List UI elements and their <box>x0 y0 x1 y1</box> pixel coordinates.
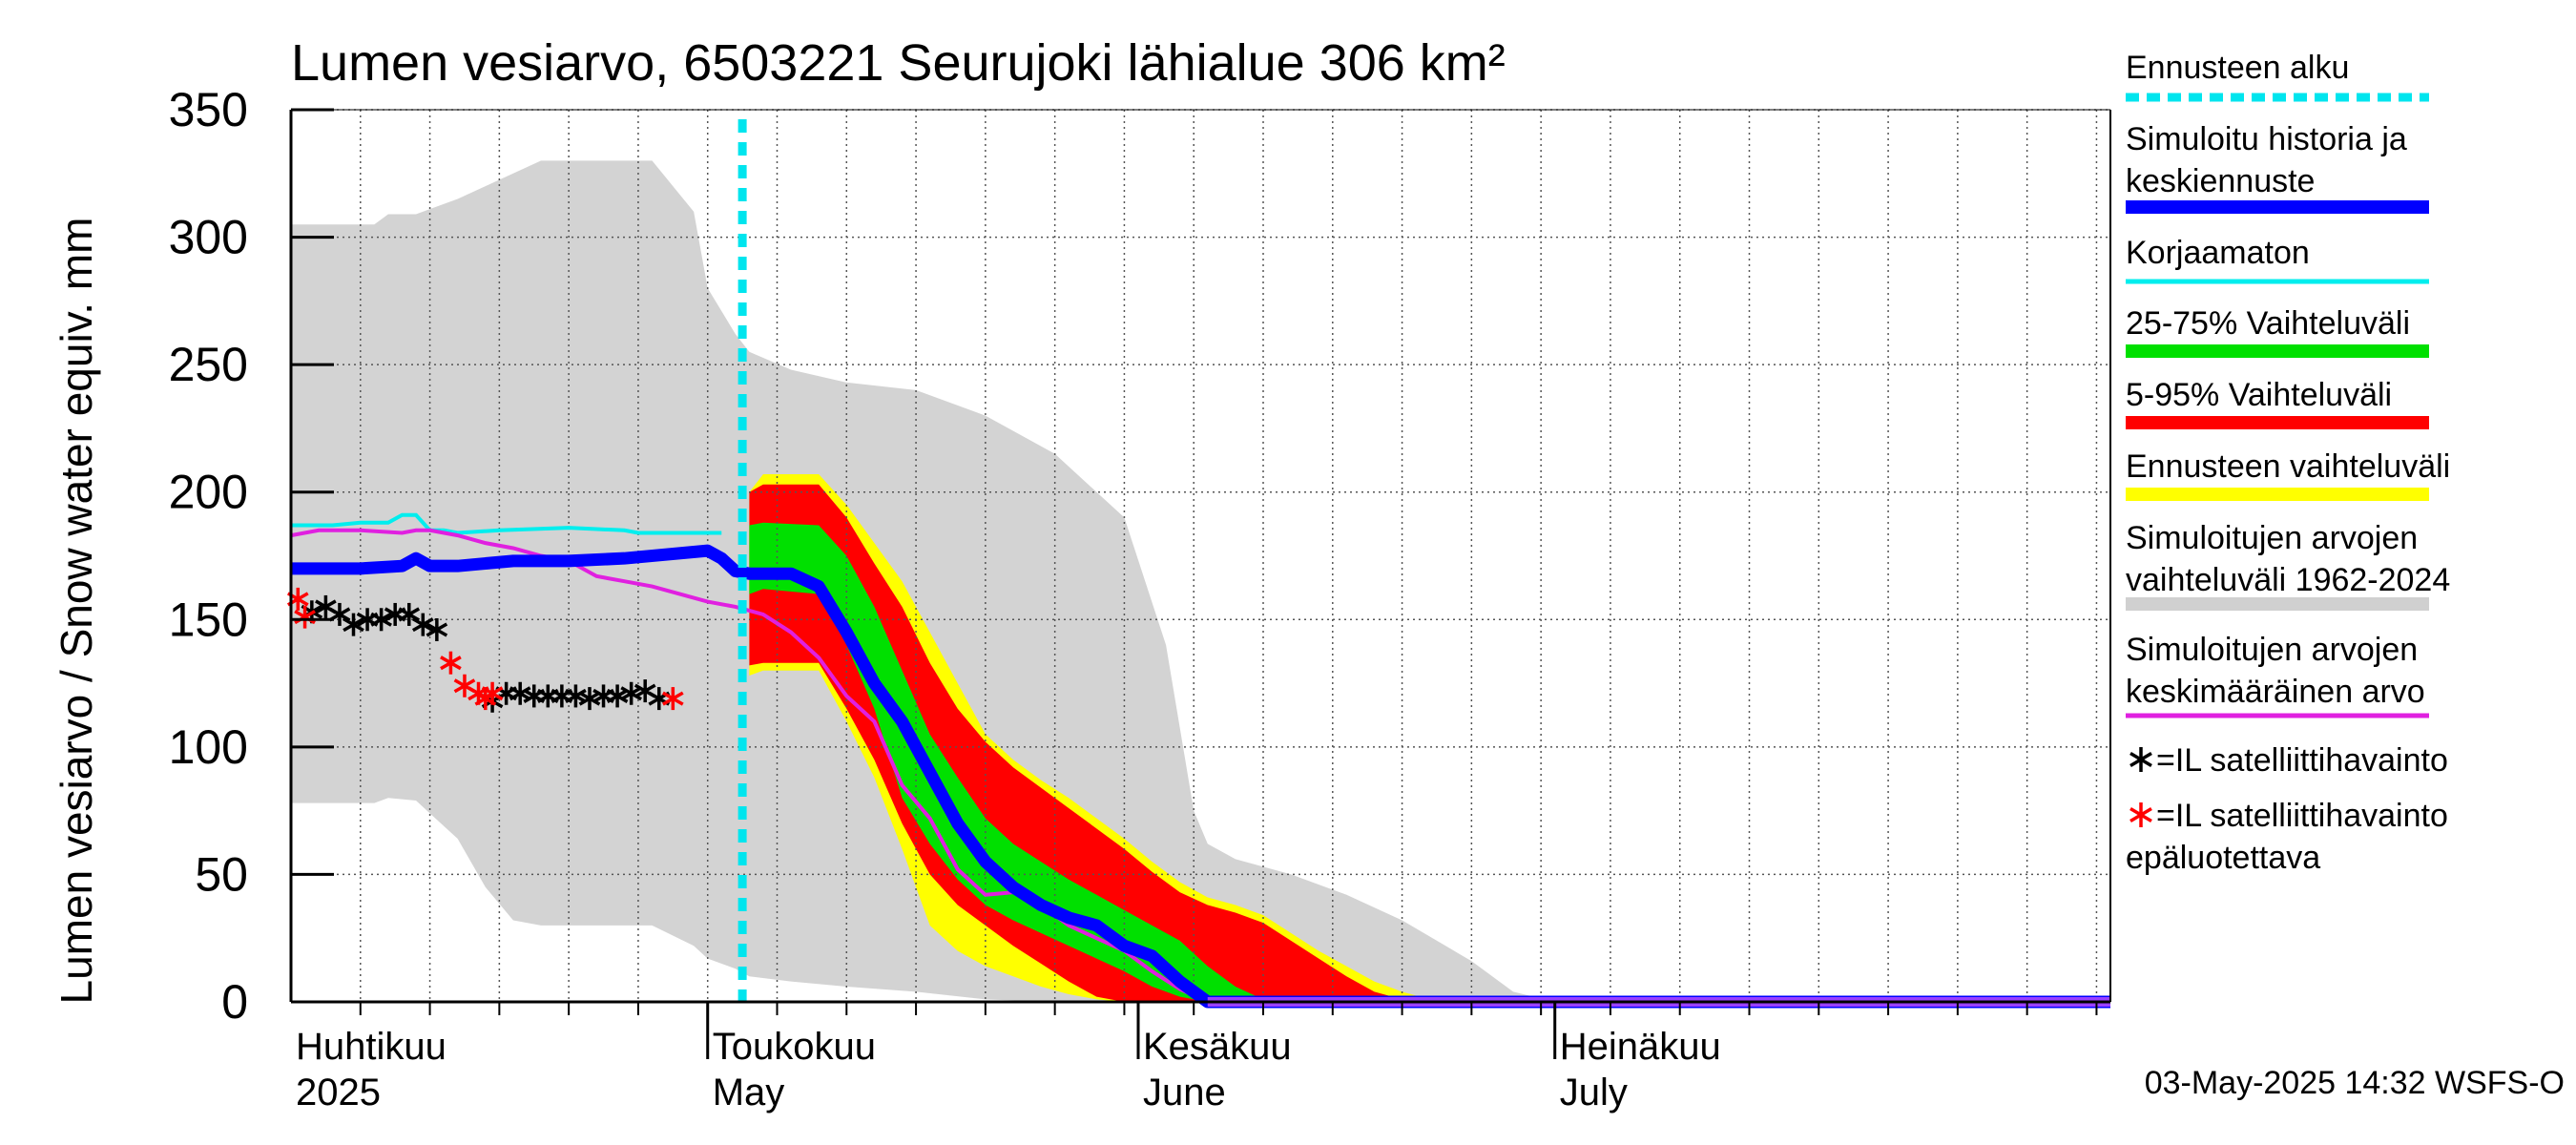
legend-label: Simuloitu historia ja <box>2126 121 2407 157</box>
sat-obs-point <box>509 681 531 705</box>
sat-obs-point-stroke <box>620 686 642 701</box>
sat-obs-point-stroke <box>343 617 364 633</box>
sat-obs-point <box>426 617 448 641</box>
legend-label: =IL satelliittihavainto <box>2156 798 2448 834</box>
y-axis-label: Lumen vesiarvo / Snow water equiv. mm <box>52 218 101 1005</box>
timestamp: 03-May-2025 14:32 WSFS-O <box>2145 1065 2565 1101</box>
x-month-sublabel: May <box>713 1072 785 1114</box>
sat-obs-unreliable-point-stroke <box>440 656 462 671</box>
legend-label: Simuloitujen arvojen <box>2126 632 2418 668</box>
sat-obs-unreliable-point-stroke <box>453 678 476 694</box>
sat-obs-unreliable-point-stroke <box>481 686 504 701</box>
x-month-label: Huhtikuu <box>296 1026 447 1068</box>
median-line <box>291 544 2110 1009</box>
y-tick-label: 300 <box>169 211 248 264</box>
sat-obs-point-stroke <box>315 599 337 614</box>
sat-obs-point <box>343 613 364 636</box>
sat-obs-unreliable-point <box>481 681 504 705</box>
sat-obs-point-stroke <box>578 691 601 706</box>
legend-label-cont: vaihteluväli 1962-2024 <box>2126 562 2450 598</box>
sat-obs-point <box>606 684 629 708</box>
sat-obs-unreliable-point <box>662 687 684 711</box>
p25-75-band <box>749 522 1292 1002</box>
sat-obs-point-stroke <box>634 683 656 698</box>
y-tick-label: 100 <box>169 720 248 774</box>
y-tick-label: 0 <box>221 975 248 1029</box>
sat-obs-point <box>578 687 601 711</box>
sat-obs-point <box>620 681 642 705</box>
x-month-sublabel: July <box>1560 1072 1628 1114</box>
legend-label: 5-95% Vaihteluväli <box>2126 377 2392 413</box>
mean-line <box>290 528 2110 1004</box>
legend: Ennusteen alku Simuloitu historia ja keski… <box>2126 50 2450 876</box>
sat-obs-point-stroke <box>565 688 587 703</box>
legend-label-cont: keskimääräinen arvo <box>2126 674 2425 710</box>
satellite-markers <box>286 587 684 713</box>
legend-label-cont: epäluotettava <box>2126 840 2320 876</box>
legend-label: =IL satelliittihavainto <box>2156 742 2448 779</box>
legend-label: Ennusteen alku <box>2126 50 2349 86</box>
sat-obs-point-stroke <box>509 686 531 701</box>
y-tick-label: 250 <box>169 338 248 391</box>
sat-obs-point <box>411 613 434 636</box>
sat-obs-point-stroke <box>411 617 434 633</box>
sat-obs-unreliable-point-stroke <box>662 691 684 706</box>
sat-obs-point <box>565 684 587 708</box>
y-tick-label: 200 <box>169 466 248 519</box>
x-month-sublabel: June <box>1143 1072 1226 1114</box>
legend-star-icon <box>2129 747 2152 772</box>
legend-star-icon <box>2129 802 2152 827</box>
sat-obs-point-stroke <box>426 622 448 637</box>
chart-title: Lumen vesiarvo, 6503221 Seurujoki lähial… <box>291 34 1506 92</box>
x-month-label: Toukokuu <box>713 1026 876 1068</box>
historical-range-band <box>291 160 1555 1002</box>
y-tick-label: 350 <box>169 83 248 136</box>
legend-label: Korjaamaton <box>2126 235 2310 271</box>
legend-label: Simuloitujen arvojen <box>2126 520 2418 556</box>
legend-star-stroke <box>2129 751 2152 768</box>
legend-label: 25-75% Vaihteluväli <box>2126 305 2410 342</box>
x-month-label: Heinäkuu <box>1560 1026 1721 1068</box>
sat-obs-point-stroke <box>606 688 629 703</box>
sat-obs-unreliable-point <box>440 651 462 675</box>
sat-obs-point <box>370 608 392 632</box>
y-tick-label: 150 <box>169 593 248 646</box>
x-month-label: Kesäkuu <box>1143 1026 1292 1068</box>
legend-star-stroke <box>2129 806 2152 823</box>
sat-obs-point-stroke <box>398 607 421 622</box>
legend-label-cont: keskiennuste <box>2126 163 2315 199</box>
legend-label: Ennusteen vaihteluväli <box>2126 448 2450 485</box>
sat-obs-point <box>398 602 421 626</box>
sat-obs-point-stroke <box>370 612 392 627</box>
x-month-sublabel: 2025 <box>296 1072 381 1114</box>
forecast-range-band <box>749 474 1458 1002</box>
y-tick-label: 50 <box>195 847 248 901</box>
